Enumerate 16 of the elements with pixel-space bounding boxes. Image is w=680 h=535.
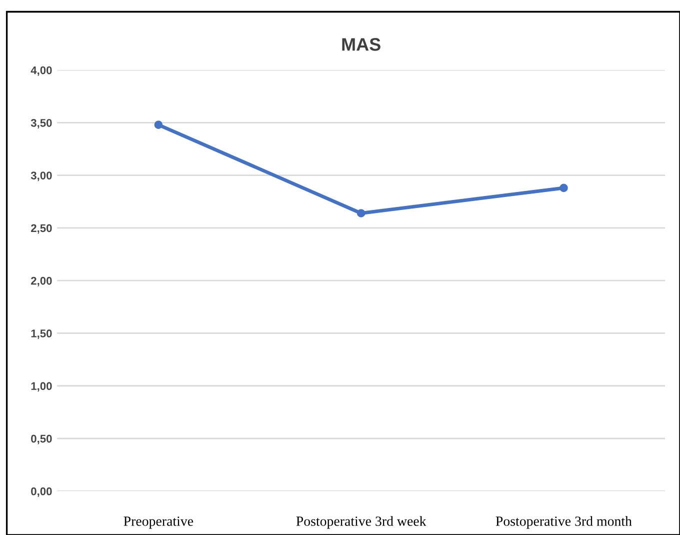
y-tick-label: 1,50 — [31, 330, 52, 339]
y-tick-label: 4,00 — [30, 66, 52, 76]
y-tick-label: 0,00 — [31, 487, 52, 497]
point — [560, 184, 568, 192]
y-tick-label: 3,50 — [30, 118, 52, 128]
x-tick-label: Postoperative 3rd week — [296, 516, 426, 529]
x-tick-label: Postoperative 3rd month — [496, 516, 632, 529]
point — [356, 209, 366, 218]
y-tick-label: 2,00 — [31, 276, 52, 286]
chart-title: MAS — [342, 38, 380, 51]
y-tick-label: 3,00 — [30, 172, 52, 182]
x-tick-label: Preoperative — [124, 516, 194, 529]
y-tick-label: 1,00 — [31, 382, 52, 392]
point — [154, 120, 163, 129]
y-tick-label: 0,50 — [31, 434, 52, 444]
y-tick-label: 2,50 — [31, 224, 52, 234]
